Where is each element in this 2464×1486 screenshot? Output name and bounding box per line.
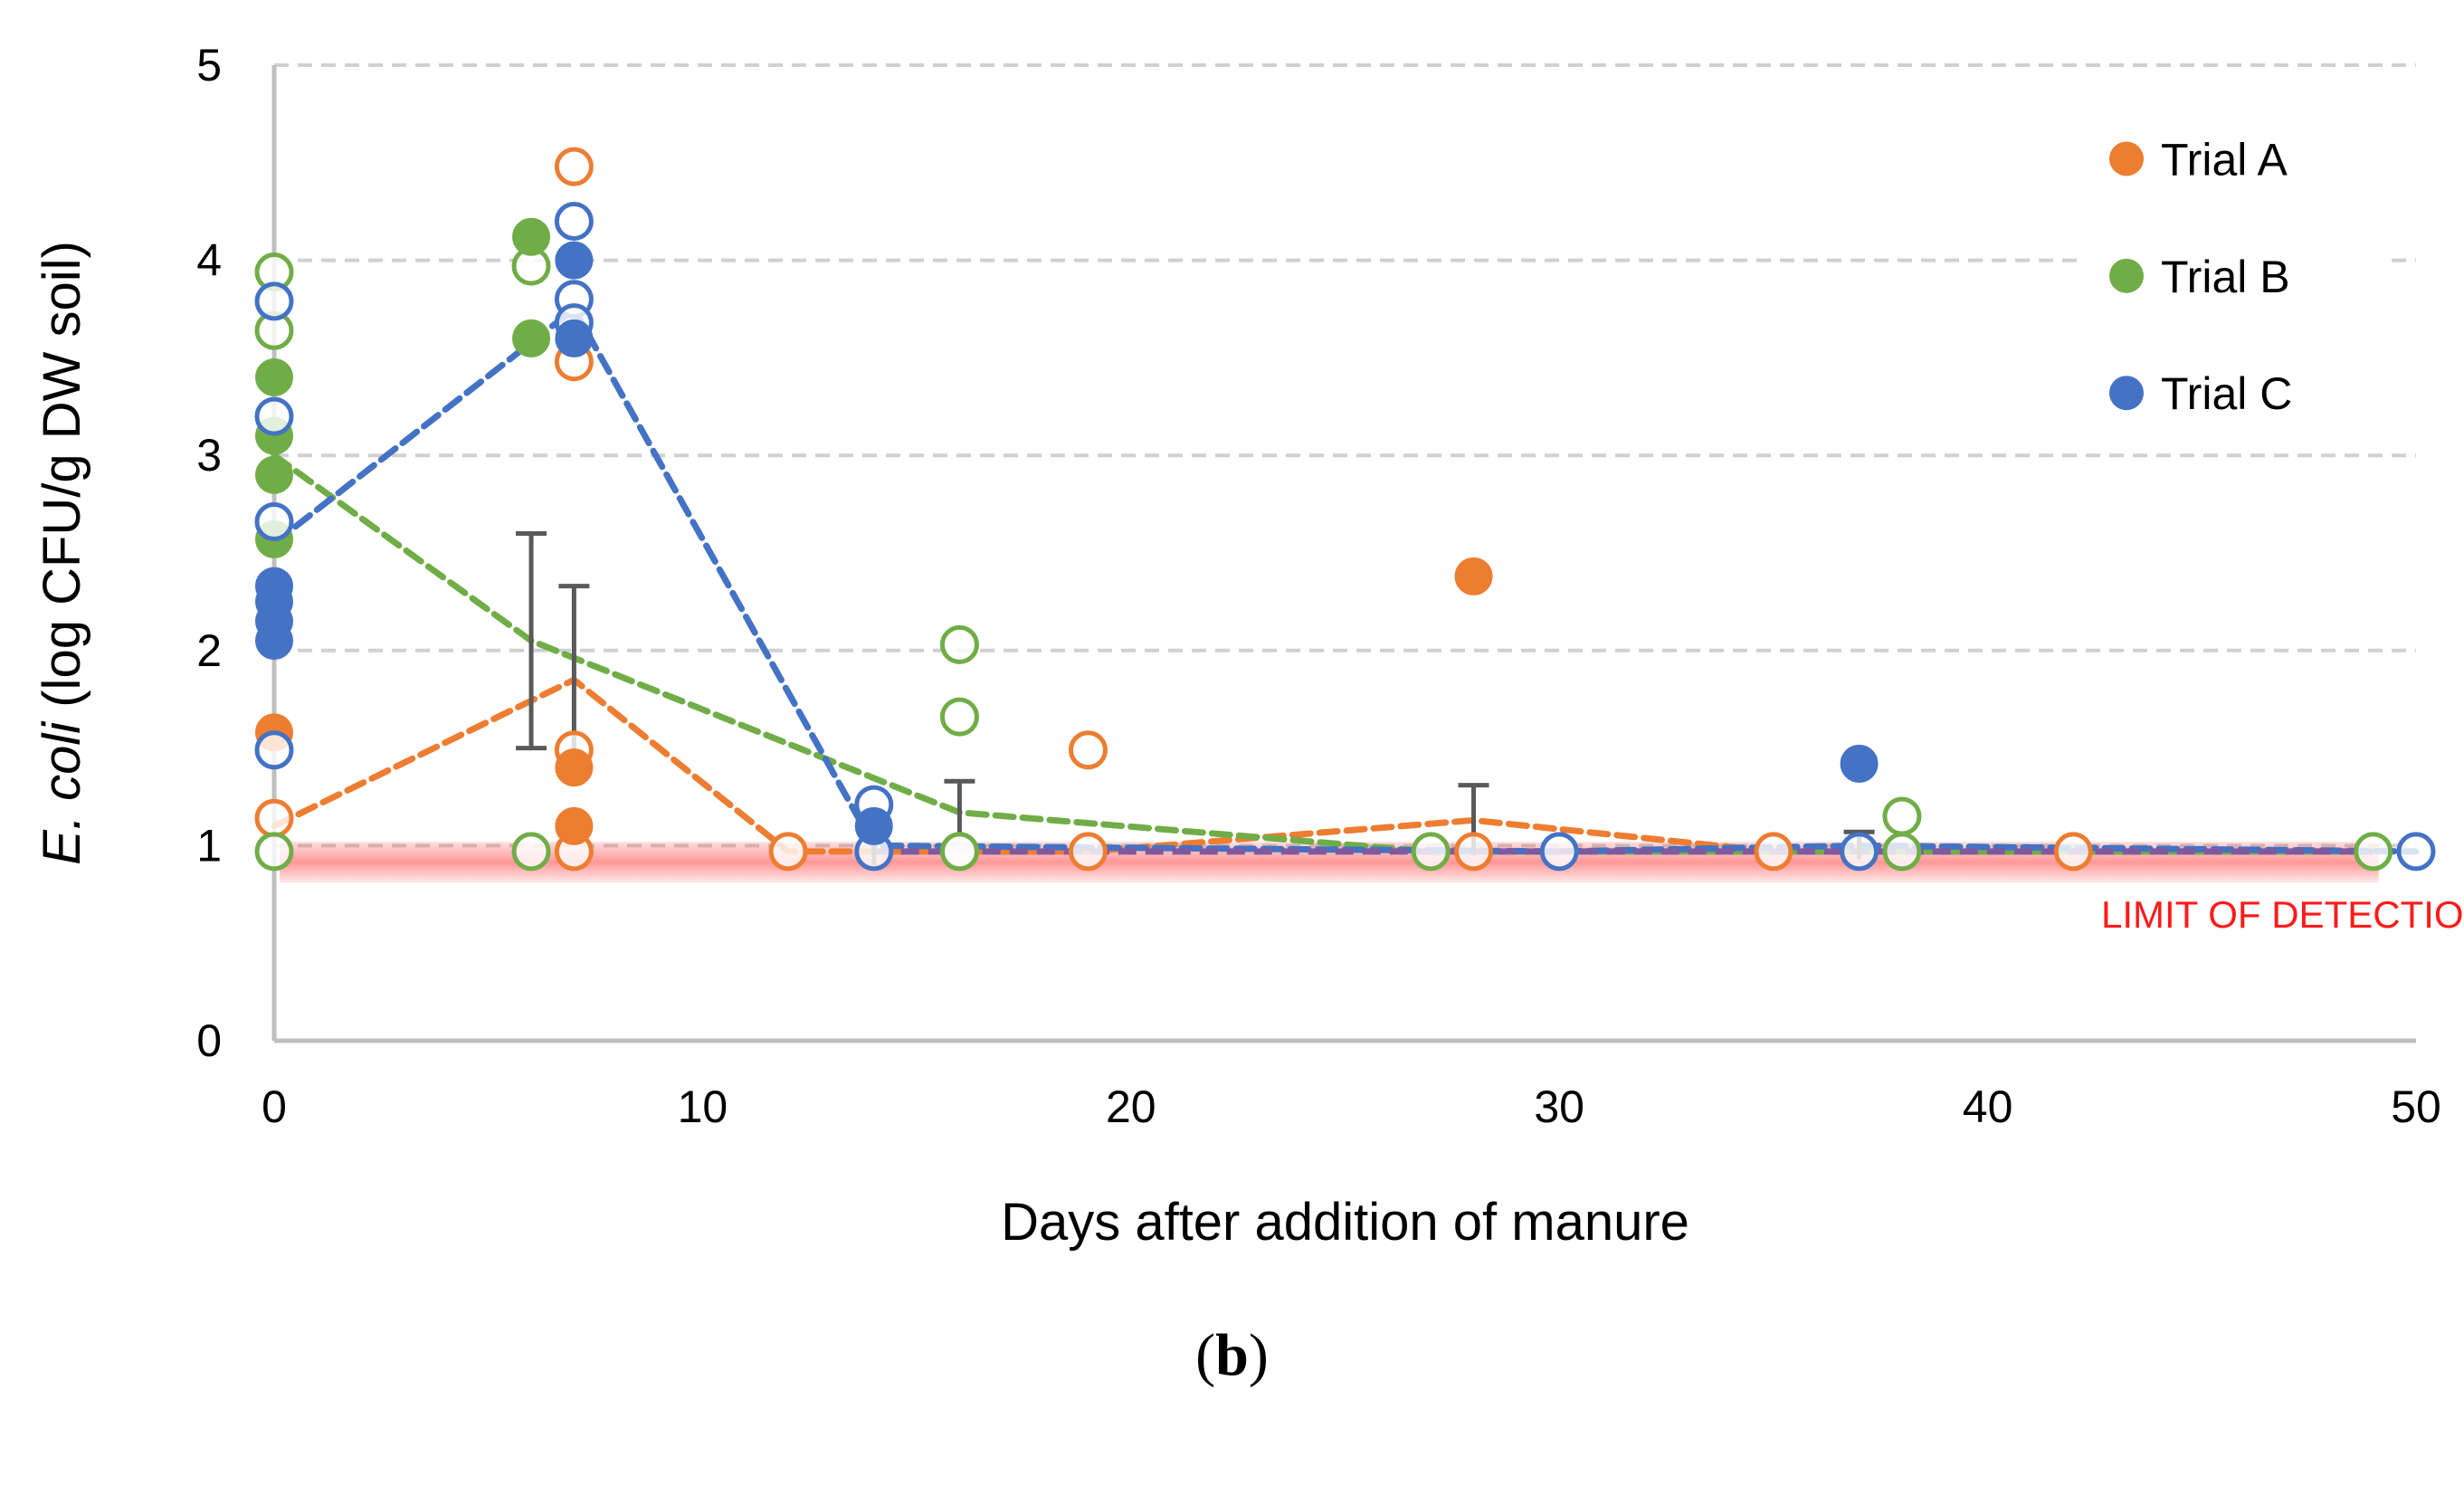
x-tick-label: 20: [1106, 1081, 1156, 1132]
point-filled-trial-c: [555, 319, 594, 357]
y-tick-label: 3: [196, 430, 222, 481]
point-open-trial-a: [254, 798, 294, 838]
trend-line-trial-b: [271, 452, 2377, 855]
point-filled-trial-b: [512, 217, 551, 256]
y-axis-title: E. coli (log CFU/g DW soil): [33, 241, 91, 865]
legend-marker-trial-c: [2109, 376, 2144, 411]
point-open-trial-a: [1454, 832, 1494, 872]
point-open-trial-b: [1411, 832, 1451, 872]
point-open-trial-b: [254, 832, 294, 872]
x-tick-label: 40: [1963, 1081, 2013, 1132]
point-filled-trial-c: [1840, 744, 1879, 783]
point-filled-trial-b: [255, 455, 293, 494]
legend-marker-trial-b: [2109, 258, 2144, 293]
x-tick-label: 10: [678, 1081, 728, 1132]
x-tick-label: 0: [262, 1081, 287, 1132]
point-filled-trial-a: [1454, 557, 1493, 595]
point-filled-trial-a: [555, 748, 594, 787]
panel-label: (b): [1195, 1322, 1269, 1388]
error-bars: [516, 530, 1875, 865]
point-open-trial-a: [1068, 832, 1108, 872]
point-open-trial-a: [554, 147, 594, 186]
point-open-trial-a: [1068, 730, 1108, 770]
point-filled-trial-b: [255, 357, 293, 396]
point-filled-trial-c: [854, 806, 893, 845]
point-open-trial-b: [2354, 832, 2393, 872]
point-open-trial-c: [254, 281, 294, 321]
point-open-trial-a: [1754, 832, 1793, 872]
y-tick-label: 0: [196, 1015, 222, 1066]
y-tick-label: 2: [196, 625, 222, 676]
legend-label-trial-c: Trial C: [2161, 368, 2292, 419]
point-open-trial-a: [2053, 832, 2093, 872]
point-open-trial-c: [1539, 832, 1579, 872]
point-open-trial-b: [1882, 832, 1922, 872]
point-open-trial-b: [939, 697, 979, 737]
point-open-trial-b: [1882, 796, 1922, 836]
point-open-trial-b: [939, 832, 979, 872]
point-open-trial-c: [1840, 832, 1879, 872]
data-points: [254, 147, 2436, 872]
y-axis-title-rest: (log CFU/g DW soil): [33, 241, 91, 722]
x-tick-label: 30: [1534, 1081, 1584, 1132]
legend-label-trial-b: Trial B: [2161, 252, 2290, 302]
point-open-trial-c: [554, 201, 594, 241]
x-axis-title: Days after addition of manure: [1001, 1193, 1689, 1252]
x-tick-label: 50: [2391, 1081, 2441, 1132]
y-tick-label: 5: [196, 40, 222, 90]
legend-label-trial-a: Trial A: [2161, 134, 2288, 185]
y-tick-label: 1: [196, 820, 222, 871]
panel-label-letter: b: [1215, 1322, 1249, 1388]
point-filled-trial-c: [555, 241, 594, 280]
point-open-trial-a: [768, 832, 808, 872]
point-open-trial-c: [2396, 832, 2436, 872]
y-axis-title-italic: E. coli: [33, 720, 91, 865]
legend-marker-trial-a: [2109, 141, 2144, 176]
point-open-trial-b: [939, 624, 979, 664]
point-open-trial-c: [254, 730, 294, 770]
limit-of-detection-label: LIMIT OF DETECTION: [2101, 893, 2464, 936]
y-tick-label: 4: [196, 235, 222, 286]
point-filled-trial-a: [555, 806, 594, 845]
point-filled-trial-c: [255, 622, 293, 661]
point-filled-trial-b: [512, 319, 551, 357]
legend: Trial A Trial B Trial C: [2081, 109, 2389, 443]
point-open-trial-b: [511, 832, 551, 872]
point-open-trial-c: [254, 396, 294, 436]
point-open-trial-c: [254, 502, 294, 542]
